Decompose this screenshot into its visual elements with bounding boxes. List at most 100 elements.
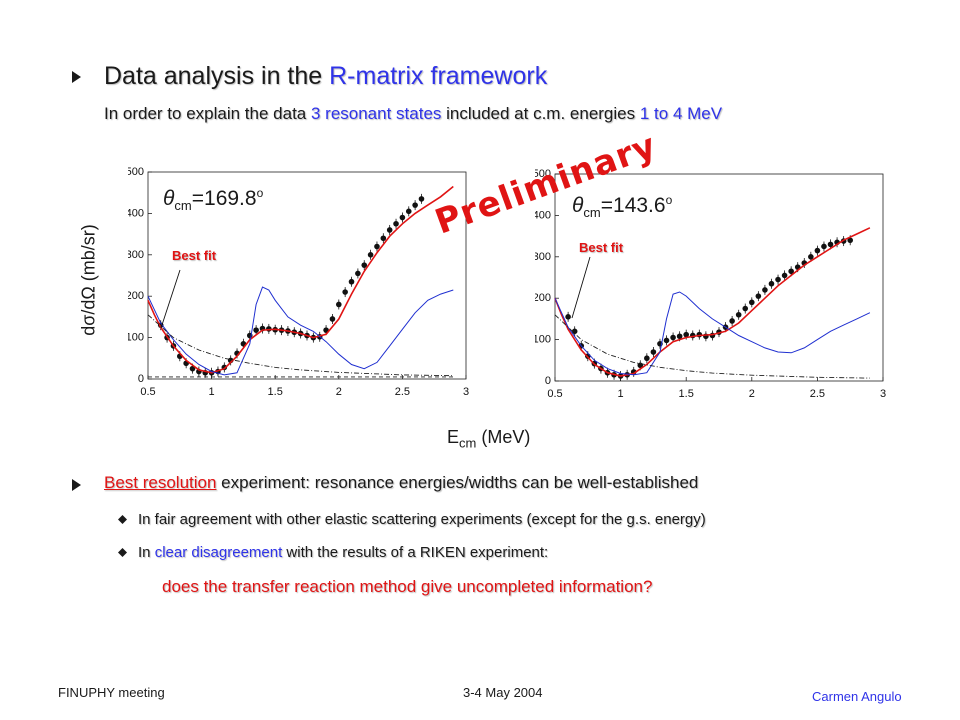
chart1-data-point bbox=[386, 227, 393, 233]
chart2-x-tick-label: 2 bbox=[749, 388, 755, 400]
subheading-part-4: 1 to 4 MeV bbox=[639, 104, 723, 123]
heading-text: Data analysis in the bbox=[104, 62, 330, 90]
chart1-data-point bbox=[189, 365, 196, 372]
chart1-data-point bbox=[361, 262, 368, 268]
chart1-x-tick-label: 2.5 bbox=[395, 386, 410, 398]
chart1-data-point bbox=[329, 316, 336, 322]
chart-theta-143: 0 100 200 300 400 500 0.5 1 1.5 2 2.5 3 bbox=[535, 168, 886, 400]
chart2-data-point bbox=[781, 272, 788, 279]
chart1-angle-sup: o bbox=[256, 186, 264, 200]
chart2-data-point bbox=[762, 287, 768, 293]
chart1-y-tick-label: 400 bbox=[128, 207, 144, 219]
chart2-data-point bbox=[650, 349, 657, 355]
chart1-best-fit-label: Best fit bbox=[172, 248, 217, 263]
chart1-data-point bbox=[399, 214, 406, 221]
chart2-x-tick-label: 1.5 bbox=[679, 388, 694, 400]
chart2-data-point bbox=[670, 334, 676, 341]
sub2-highlight: clear disagreement bbox=[154, 544, 283, 561]
x-axis-label: Ecm (MeV) bbox=[447, 427, 530, 451]
subheading: In order to explain the data 3 resonant … bbox=[104, 104, 722, 124]
chart2-data-point bbox=[729, 318, 735, 324]
chart1-y-tick-label: 200 bbox=[128, 290, 144, 302]
closing-question: does the transfer reaction method give u… bbox=[162, 577, 653, 596]
chart1-data-point bbox=[355, 270, 361, 277]
chart2-data-point bbox=[571, 328, 578, 335]
chart1-x-tick-label: 3 bbox=[463, 386, 469, 398]
bullet2-text: experiment: resonance energies/widths ca… bbox=[216, 473, 699, 492]
chart2-y-tick-label: 100 bbox=[535, 334, 551, 346]
chart2-y-tick-label: 300 bbox=[535, 251, 551, 263]
chart1-data-point bbox=[418, 196, 425, 202]
chart2-data-point bbox=[644, 355, 650, 362]
sub-bullet-agreement: In fair agreement with other elastic sca… bbox=[138, 511, 706, 528]
chart2-data-point bbox=[663, 337, 670, 344]
chart2-data-point bbox=[755, 293, 762, 299]
chart2-y-tick-label: 200 bbox=[535, 292, 551, 304]
diamond-bullet-icon bbox=[118, 548, 127, 557]
arrow-bullet-icon bbox=[72, 479, 81, 491]
chart1-data-point bbox=[367, 252, 374, 258]
chart1-y-tick-label: 500 bbox=[128, 166, 144, 178]
slide-heading: Data analysis in the R-matrix framework bbox=[104, 62, 547, 91]
chart1-data-point bbox=[412, 202, 418, 208]
chart1-x-tick-label: 2 bbox=[336, 386, 342, 398]
chart2-data-point bbox=[827, 241, 834, 248]
chart2-data-point bbox=[735, 311, 742, 318]
chart1-y-tick-label: 0 bbox=[138, 373, 144, 385]
sub-bullet-disagreement: In clear disagreement with the results o… bbox=[138, 544, 548, 561]
chart2-x-tick-label: 3 bbox=[880, 388, 886, 400]
chart1-y-tick-label: 100 bbox=[128, 332, 144, 344]
chart1-data-point bbox=[374, 243, 380, 250]
chart2-dashdot-curve bbox=[554, 314, 870, 379]
chart1-data-point bbox=[380, 235, 387, 242]
chart2-data-point bbox=[788, 268, 794, 275]
chart2-x-tick-label: 2.5 bbox=[810, 388, 825, 400]
chart1-frame bbox=[147, 171, 467, 380]
subheading-part-1: In order to explain the data bbox=[104, 104, 311, 123]
chart2-y-tick-label: 400 bbox=[535, 209, 551, 221]
chart2-angle-sup: o bbox=[665, 193, 673, 207]
chart1-data-point bbox=[348, 278, 355, 285]
chart1-data-point bbox=[253, 327, 259, 333]
chart2-x-tick-label: 0.5 bbox=[547, 388, 562, 400]
x-axis-label-sub: cm bbox=[459, 435, 477, 451]
chart2-data-point bbox=[808, 254, 814, 260]
chart1-angle-value: =169.8 bbox=[191, 187, 257, 210]
chart2-data-point bbox=[749, 299, 755, 306]
chart1-theta: θ bbox=[163, 187, 175, 210]
diamond-bullet-icon bbox=[118, 515, 127, 524]
chart2-data-point bbox=[821, 243, 827, 250]
chart2-y-tick-label: 500 bbox=[535, 168, 551, 180]
chart1-data-point bbox=[405, 208, 412, 215]
footer-event: FINUPHY meeting bbox=[58, 685, 165, 700]
chart2-angle-value: =143.6 bbox=[600, 194, 666, 217]
chart1-theta-sub: cm bbox=[174, 198, 192, 214]
x-axis-label-unit: (MeV) bbox=[476, 427, 531, 447]
chart2-data-point bbox=[814, 247, 821, 254]
chart1-x-tick-label: 1 bbox=[209, 386, 215, 398]
footer-author: Carmen Angulo bbox=[812, 689, 902, 704]
subheading-part-3: included at c.m. energies bbox=[441, 104, 640, 123]
chart1-best-fit-curve bbox=[147, 185, 454, 374]
chart2-data-point bbox=[775, 276, 781, 283]
chart2-angle-label: θcm=143.6o bbox=[572, 193, 672, 220]
subheading-part-2: 3 resonant states bbox=[310, 104, 442, 123]
sub2-part-1: In bbox=[138, 544, 155, 561]
bullet2-highlight: Best resolution bbox=[104, 473, 217, 492]
chart2-blue-curve bbox=[554, 291, 871, 376]
chart2-x-tick-label: 1 bbox=[618, 388, 624, 400]
heading-highlight: R-matrix framework bbox=[329, 62, 548, 90]
arrow-bullet-icon bbox=[72, 71, 81, 83]
chart2-best-fit-label: Best fit bbox=[579, 240, 624, 255]
y-axis-label-wrap: dσ/dΩ (mb/sr) bbox=[76, 200, 102, 360]
chart2-best-fit-pointer bbox=[571, 256, 591, 319]
chart1-data-point bbox=[342, 289, 348, 295]
chart2-data-point bbox=[742, 305, 749, 312]
chart2-theta: θ bbox=[572, 194, 584, 217]
chart1-angle-label: θcm=169.8o bbox=[163, 186, 263, 213]
sub2-part-3: with the results of a RIKEN experiment: bbox=[282, 544, 549, 561]
chart1-data-point bbox=[336, 301, 342, 308]
footer-date: 3-4 May 2004 bbox=[463, 685, 543, 700]
chart2-y-tick-label: 0 bbox=[545, 375, 551, 387]
chart2-frame bbox=[554, 173, 884, 382]
